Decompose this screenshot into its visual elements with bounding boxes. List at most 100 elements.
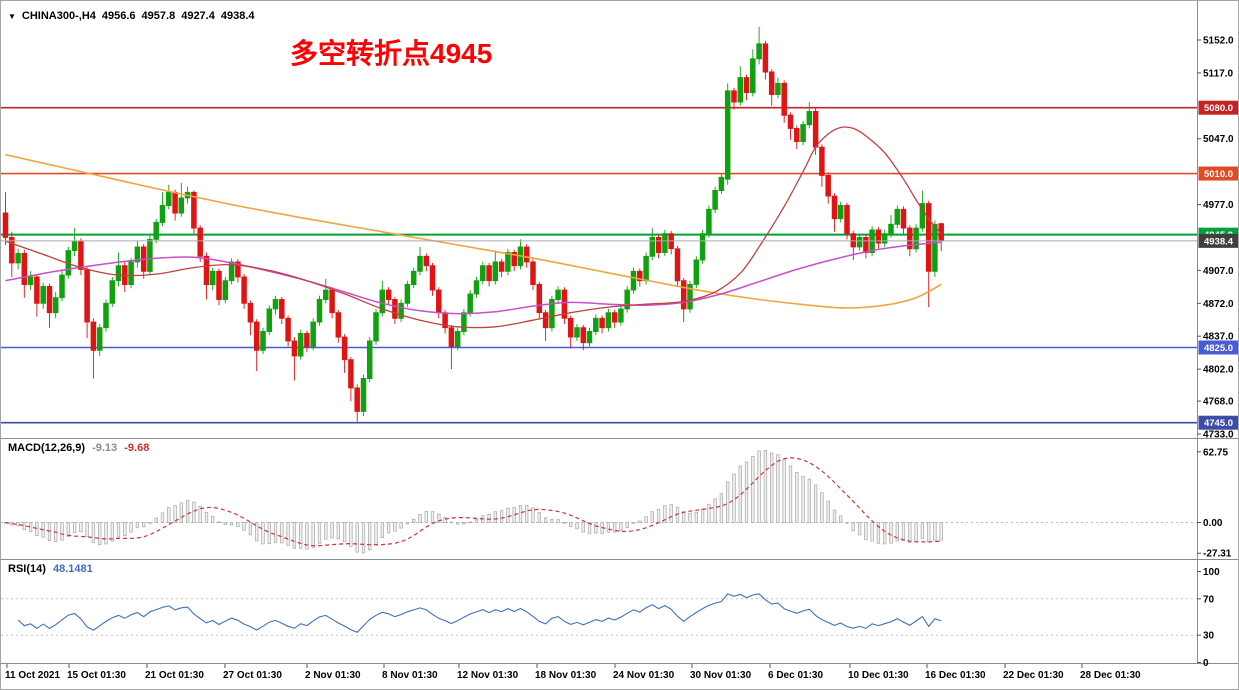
macd-histogram-bar <box>556 519 560 523</box>
macd-histogram-bar <box>317 522 322 544</box>
candle-up <box>52 292 59 319</box>
candle-down <box>354 384 360 422</box>
macd-histogram-bar <box>631 522 636 524</box>
candle-up <box>373 308 379 345</box>
time-axis-label: 11 Oct 2021 <box>5 670 61 681</box>
macd-histogram-bar <box>876 522 881 544</box>
candle-up <box>103 299 109 332</box>
macd-histogram-bar <box>229 522 234 526</box>
candle-up <box>96 324 103 356</box>
macd-histogram-bar <box>857 522 862 536</box>
candle-up <box>618 305 624 326</box>
candle-up <box>624 286 630 313</box>
macd-histogram-bar <box>694 511 698 523</box>
macd-histogram-bar <box>135 522 140 529</box>
macd-histogram-bar <box>98 522 102 546</box>
macd-histogram-bar <box>813 484 818 523</box>
macd-histogram-bar <box>462 522 466 525</box>
macd-histogram-bar <box>757 450 761 523</box>
candle-up <box>800 120 806 146</box>
candle-up <box>297 329 304 360</box>
price-level-label-box <box>1198 415 1238 430</box>
candle-down <box>122 261 128 292</box>
macd-histogram-bar <box>167 507 171 523</box>
current-price-label-box <box>1198 233 1238 248</box>
candle-down <box>674 245 681 287</box>
macd-histogram-bar <box>638 520 642 523</box>
macd-histogram-bar <box>581 522 585 533</box>
candle-up <box>693 256 700 289</box>
macd-histogram-bar <box>870 522 874 542</box>
candle-down <box>831 193 838 232</box>
macd-histogram-bar <box>518 505 523 523</box>
macd-histogram-bar <box>776 454 780 523</box>
macd-histogram-bar <box>261 522 265 545</box>
candle-down <box>335 309 342 343</box>
candle-down <box>253 319 260 371</box>
rsi-line <box>17 593 942 633</box>
candle-down <box>844 202 850 240</box>
macd-histogram-bar <box>707 503 711 523</box>
time-axis-label: 27 Oct 01:30 <box>223 670 282 681</box>
time-axis-label: 10 Dec 01:30 <box>848 670 909 681</box>
rsi-axis-label: 70 <box>1203 594 1215 605</box>
macd-histogram-bar <box>443 517 447 523</box>
candle-down <box>731 88 737 110</box>
macd-histogram-bar <box>160 512 165 523</box>
macd-histogram-bar <box>801 476 805 523</box>
candle-up <box>461 308 467 336</box>
candle-down <box>599 315 605 334</box>
macd-histogram-bar <box>587 522 592 534</box>
macd-histogram-bar <box>242 522 246 531</box>
candle-down <box>9 231 15 277</box>
macd-histogram-bar <box>525 505 529 523</box>
candle-up <box>480 261 486 285</box>
candle-up <box>59 269 65 302</box>
candle-down <box>787 112 794 140</box>
macd-signal-line <box>5 457 942 547</box>
macd-histogram-bar <box>901 522 906 542</box>
candle-up <box>932 220 938 277</box>
macd-histogram-bar <box>173 505 177 523</box>
macd-histogram-bar <box>330 522 334 539</box>
price-tick-label: 4907.0 <box>1203 266 1234 277</box>
candle-up <box>605 308 612 332</box>
macd-histogram-bar <box>625 522 629 528</box>
macd-histogram-bar <box>770 452 774 523</box>
candle-down <box>78 238 84 276</box>
time-axis-label: 2 Nov 01:30 <box>305 670 361 681</box>
candle-up <box>919 190 926 232</box>
macd-histogram-bar <box>198 505 202 523</box>
macd-histogram-bar <box>179 502 183 523</box>
time-axis[interactable]: 11 Oct 2021 15 Oct 01:30 21 Oct 01:30 27 Oc… <box>1 670 1238 686</box>
macd-histogram-bar <box>895 522 899 542</box>
macd-histogram-bar <box>575 522 579 530</box>
chart-annotation: 多空转折点4945 <box>290 38 493 69</box>
candle-up <box>27 271 34 291</box>
chevron-down-icon[interactable]: ▼ <box>8 11 16 21</box>
candle-down <box>875 227 882 249</box>
macd-histogram-bar <box>418 514 422 523</box>
candle-up <box>630 267 637 294</box>
macd-axis-label: 0.00 <box>1203 518 1223 529</box>
macd-histogram-bar <box>110 522 114 542</box>
candle-down <box>938 222 944 252</box>
candle-down <box>523 244 530 268</box>
price-tick-label: 5117.0 <box>1203 68 1233 79</box>
time-axis-label: 8 Nov 01:30 <box>382 670 438 681</box>
candle-down <box>423 253 430 272</box>
ohlc-open: 4956.6 <box>101 10 136 22</box>
rsi-axis-label: 30 <box>1203 631 1215 642</box>
macd-histogram-bar <box>355 522 359 553</box>
candle-up <box>404 280 411 308</box>
candle-up <box>775 77 781 99</box>
macd-histogram-bar <box>223 522 227 525</box>
macd-histogram-bar <box>104 522 108 545</box>
macd-histogram-bar <box>361 522 366 554</box>
macd-histogram-bar <box>211 515 215 523</box>
candle-down <box>285 315 291 347</box>
macd-histogram-bar <box>85 522 89 537</box>
candle-up <box>737 66 744 106</box>
rsi-value: 48.1481 <box>52 563 93 575</box>
